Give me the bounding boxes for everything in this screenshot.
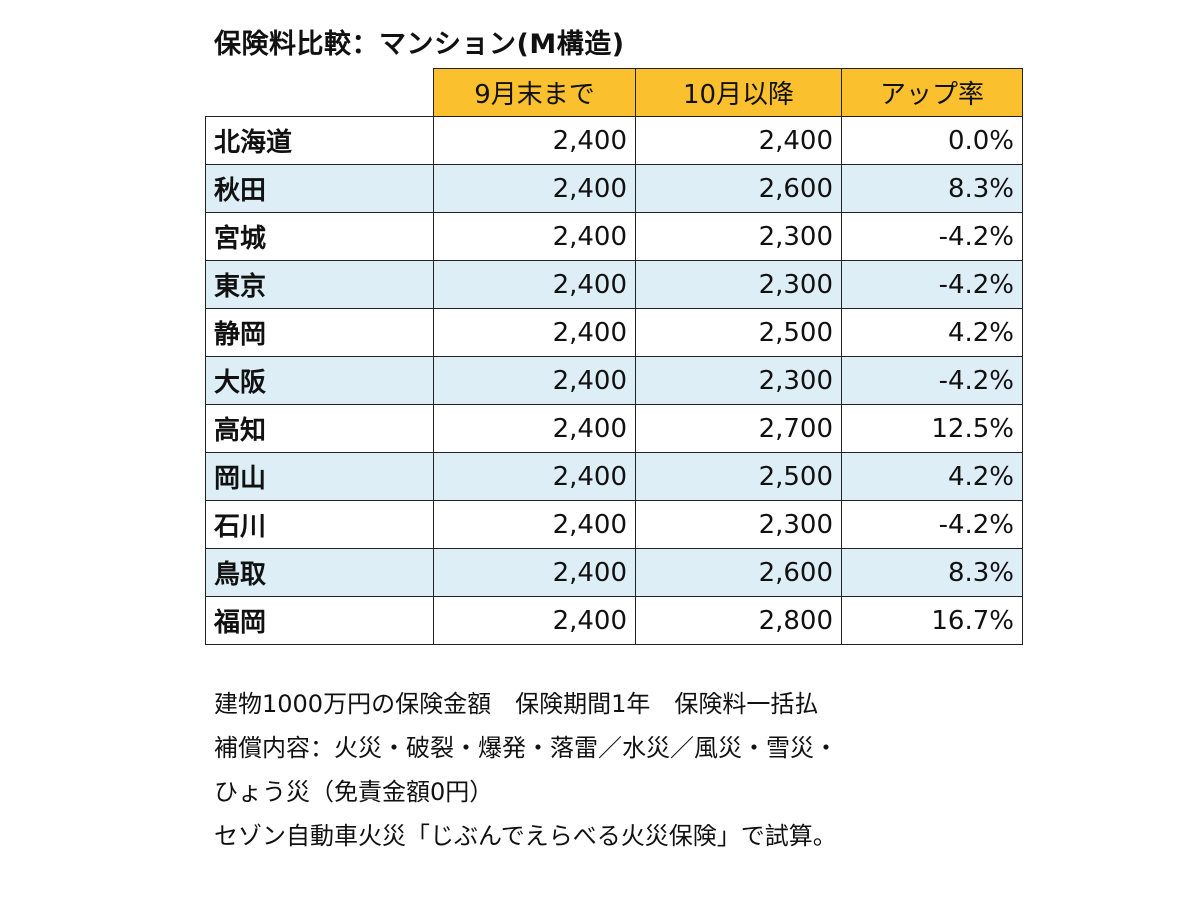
before-value-cell: 2,400 bbox=[433, 308, 636, 357]
header-after-october: 10月以降 bbox=[635, 68, 842, 117]
header-before-september: 9月末まで bbox=[433, 68, 636, 117]
region-cell: 岡山 bbox=[205, 452, 434, 501]
table-row: 北海道 2,400 2,400 0.0% bbox=[205, 116, 1023, 165]
table-row: 東京 2,400 2,300 -4.2% bbox=[205, 260, 1023, 309]
table-row: 福岡 2,400 2,800 16.7% bbox=[205, 596, 1023, 645]
table-row: 秋田 2,400 2,600 8.3% bbox=[205, 164, 1023, 213]
rate-value-cell: -4.2% bbox=[841, 212, 1023, 261]
table-title: 保険料比較：マンション(M構造) bbox=[214, 29, 625, 60]
footnotes: 建物1000万円の保険金額 保険期間1年 保険料一括払 補償内容：火災・破裂・爆… bbox=[214, 682, 838, 858]
after-value-cell: 2,500 bbox=[635, 452, 842, 501]
after-value-cell: 2,400 bbox=[635, 116, 842, 165]
footnote-line: ひょう災（免責金額0円） bbox=[214, 778, 494, 806]
region-cell: 大阪 bbox=[205, 356, 434, 405]
rate-value-cell: -4.2% bbox=[841, 356, 1023, 405]
before-value-cell: 2,400 bbox=[433, 212, 636, 261]
footnote-line: 建物1000万円の保険金額 保険期間1年 保険料一括払 bbox=[214, 690, 819, 718]
region-cell: 宮城 bbox=[205, 212, 434, 261]
region-cell: 高知 bbox=[205, 404, 434, 453]
region-cell: 福岡 bbox=[205, 596, 434, 645]
region-cell: 東京 bbox=[205, 260, 434, 309]
table-row: 静岡 2,400 2,500 4.2% bbox=[205, 308, 1023, 357]
region-cell: 北海道 bbox=[205, 116, 434, 165]
before-value-cell: 2,400 bbox=[433, 164, 636, 213]
after-value-cell: 2,300 bbox=[635, 260, 842, 309]
header-row: 9月末まで 10月以降 アップ率 bbox=[205, 68, 1023, 117]
before-value-cell: 2,400 bbox=[433, 404, 636, 453]
before-value-cell: 2,400 bbox=[433, 548, 636, 597]
rate-value-cell: 0.0% bbox=[841, 116, 1023, 165]
header-blank-cell bbox=[205, 68, 434, 117]
footnote-line: 補償内容：火災・破裂・爆発・落雷／水災／風災・雪災・ bbox=[214, 734, 838, 762]
after-value-cell: 2,300 bbox=[635, 212, 842, 261]
before-value-cell: 2,400 bbox=[433, 500, 636, 549]
footnote-line: セゾン自動車火災「じぶんでえらべる火災保険」で試算。 bbox=[214, 822, 837, 850]
region-cell: 石川 bbox=[205, 500, 434, 549]
after-value-cell: 2,300 bbox=[635, 500, 842, 549]
region-cell: 静岡 bbox=[205, 308, 434, 357]
header-increase-rate: アップ率 bbox=[841, 68, 1023, 117]
after-value-cell: 2,600 bbox=[635, 548, 842, 597]
rate-value-cell: 16.7% bbox=[841, 596, 1023, 645]
before-value-cell: 2,400 bbox=[433, 260, 636, 309]
after-value-cell: 2,800 bbox=[635, 596, 842, 645]
rate-value-cell: 8.3% bbox=[841, 164, 1023, 213]
after-value-cell: 2,300 bbox=[635, 356, 842, 405]
premium-comparison-table: 9月末まで 10月以降 アップ率 北海道 2,400 2,400 0.0% 秋田 2,40… bbox=[205, 68, 1023, 645]
table-row: 石川 2,400 2,300 -4.2% bbox=[205, 500, 1023, 549]
table-row: 大阪 2,400 2,300 -4.2% bbox=[205, 356, 1023, 405]
after-value-cell: 2,700 bbox=[635, 404, 842, 453]
after-value-cell: 2,600 bbox=[635, 164, 842, 213]
table-body: 北海道 2,400 2,400 0.0% 秋田 2,400 2,600 8.3% 宮城 2,400… bbox=[205, 116, 1023, 645]
before-value-cell: 2,400 bbox=[433, 452, 636, 501]
rate-value-cell: 4.2% bbox=[841, 308, 1023, 357]
before-value-cell: 2,400 bbox=[433, 116, 636, 165]
table-row: 鳥取 2,400 2,600 8.3% bbox=[205, 548, 1023, 597]
before-value-cell: 2,400 bbox=[433, 356, 636, 405]
table-row: 岡山 2,400 2,500 4.2% bbox=[205, 452, 1023, 501]
rate-value-cell: 12.5% bbox=[841, 404, 1023, 453]
before-value-cell: 2,400 bbox=[433, 596, 636, 645]
region-cell: 秋田 bbox=[205, 164, 434, 213]
table-row: 高知 2,400 2,700 12.5% bbox=[205, 404, 1023, 453]
after-value-cell: 2,500 bbox=[635, 308, 842, 357]
rate-value-cell: 4.2% bbox=[841, 452, 1023, 501]
rate-value-cell: -4.2% bbox=[841, 260, 1023, 309]
rate-value-cell: -4.2% bbox=[841, 500, 1023, 549]
rate-value-cell: 8.3% bbox=[841, 548, 1023, 597]
region-cell: 鳥取 bbox=[205, 548, 434, 597]
table-row: 宮城 2,400 2,300 -4.2% bbox=[205, 212, 1023, 261]
